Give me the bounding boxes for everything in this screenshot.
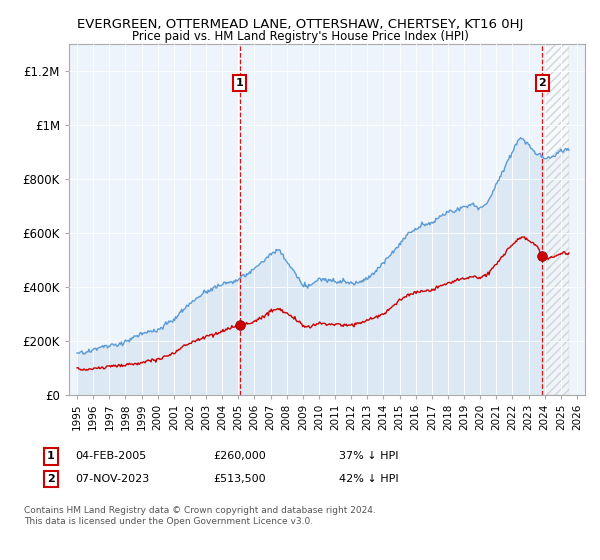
Text: This data is licensed under the Open Government Licence v3.0.: This data is licensed under the Open Gov… (24, 517, 313, 526)
Text: Contains HM Land Registry data © Crown copyright and database right 2024.: Contains HM Land Registry data © Crown c… (24, 506, 376, 515)
Text: 2: 2 (47, 474, 55, 484)
Text: 1: 1 (47, 451, 55, 461)
Text: 07-NOV-2023: 07-NOV-2023 (75, 474, 149, 484)
Text: 1: 1 (236, 78, 244, 88)
Text: £260,000: £260,000 (213, 451, 266, 461)
Text: £513,500: £513,500 (213, 474, 266, 484)
Text: EVERGREEN, OTTERMEAD LANE, OTTERSHAW, CHERTSEY, KT16 0HJ: EVERGREEN, OTTERMEAD LANE, OTTERSHAW, CH… (77, 18, 523, 31)
Text: 2: 2 (538, 78, 546, 88)
Text: 42% ↓ HPI: 42% ↓ HPI (339, 474, 398, 484)
Text: 04-FEB-2005: 04-FEB-2005 (75, 451, 146, 461)
Text: Price paid vs. HM Land Registry's House Price Index (HPI): Price paid vs. HM Land Registry's House … (131, 30, 469, 43)
Text: 37% ↓ HPI: 37% ↓ HPI (339, 451, 398, 461)
